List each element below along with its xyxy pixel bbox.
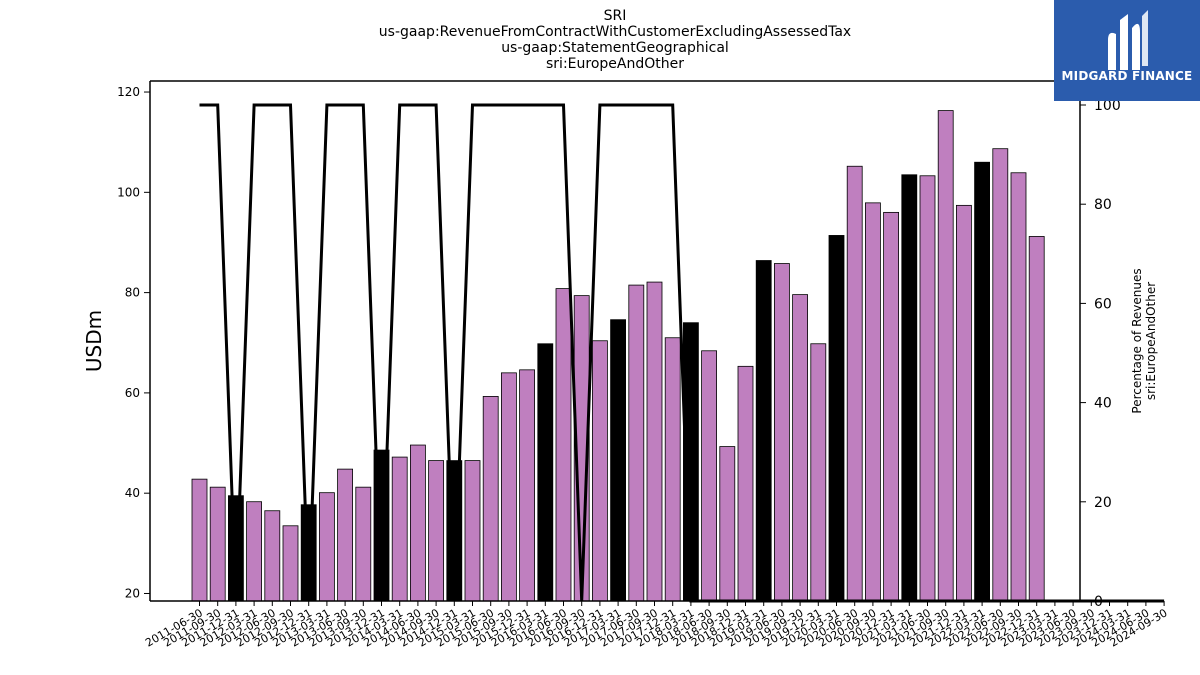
axes-frame <box>149 80 1081 602</box>
bar <box>701 350 717 602</box>
bar <box>1010 172 1027 602</box>
brand-logo-text: MIDGARD FINANCE <box>1061 69 1193 83</box>
bar <box>810 343 827 602</box>
bar <box>318 492 335 602</box>
y-axis-right: 0 20 40 60 80 100 <box>1080 98 1121 610</box>
y-tick-label-left: 60 <box>125 386 140 400</box>
bar <box>592 340 608 602</box>
bar <box>209 486 226 602</box>
bar <box>409 444 426 602</box>
y-tick-label-left: 20 <box>125 586 140 600</box>
brand-logo: MIDGARD FINANCE <box>1054 0 1200 101</box>
y-tick-label-right: 60 <box>1094 296 1112 312</box>
y-axis-label-left: USDm <box>82 310 106 372</box>
bar <box>282 525 299 602</box>
y-axis-label-right-line-2: sri:EuropeAndOther <box>1144 282 1158 400</box>
bar <box>774 263 790 602</box>
bar <box>865 202 881 602</box>
y-tick-label-left: 100 <box>117 185 140 199</box>
bar <box>500 372 517 602</box>
bar <box>482 396 499 602</box>
bar <box>901 174 918 602</box>
x-axis: 2011-06-302011-09-302011-12-312012-03-31… <box>143 601 1170 650</box>
bar <box>191 478 208 602</box>
bar <box>537 343 554 602</box>
y-tick-label-left: 120 <box>117 85 140 99</box>
bar-series <box>191 110 1045 602</box>
bar <box>992 148 1009 602</box>
bar <box>337 468 354 602</box>
chart-title-line: us-gaap:StatementGeographical <box>501 40 729 56</box>
bar <box>664 337 681 602</box>
bar <box>883 211 899 602</box>
chart-title-line: sri:EuropeAndOther <box>546 56 684 72</box>
bar <box>737 365 754 602</box>
bar <box>919 175 936 602</box>
bar <box>555 288 572 602</box>
bar <box>846 165 863 602</box>
bar <box>428 460 445 602</box>
y-tick-label-left: 40 <box>125 486 140 500</box>
bar <box>264 510 281 602</box>
y-tick-label-right: 40 <box>1094 396 1112 412</box>
y-tick-label-right: 100 <box>1094 98 1121 114</box>
bar <box>937 110 954 602</box>
chart-title-line: us-gaap:RevenueFromContractWithCustomerE… <box>379 24 851 40</box>
bar <box>246 501 263 602</box>
bar <box>391 456 408 602</box>
bar <box>519 369 535 602</box>
chart-title: SRIus-gaap:RevenueFromContractWithCustom… <box>379 8 851 72</box>
bar <box>719 446 736 602</box>
bar <box>628 284 645 602</box>
bar <box>464 460 481 602</box>
bar <box>755 260 772 602</box>
bar <box>355 486 372 602</box>
bar <box>646 281 663 602</box>
y-tick-label-right: 0 <box>1094 594 1103 610</box>
y-tick-label-right: 20 <box>1094 495 1112 511</box>
midgard-logo-icon <box>1108 10 1148 70</box>
y-tick-label-right: 80 <box>1094 197 1112 213</box>
y-axis-label-right-line-1: Percentage of Revenues <box>1130 268 1144 413</box>
y-tick-label-left: 80 <box>125 286 140 300</box>
bar <box>1028 236 1045 602</box>
chart-title-line: SRI <box>604 8 627 24</box>
bar <box>956 204 972 602</box>
bar <box>610 319 626 602</box>
bar <box>828 235 845 602</box>
y-axis-left: 20 40 60 80 100 120 <box>117 85 150 600</box>
bar <box>792 294 808 602</box>
bar <box>974 161 990 602</box>
